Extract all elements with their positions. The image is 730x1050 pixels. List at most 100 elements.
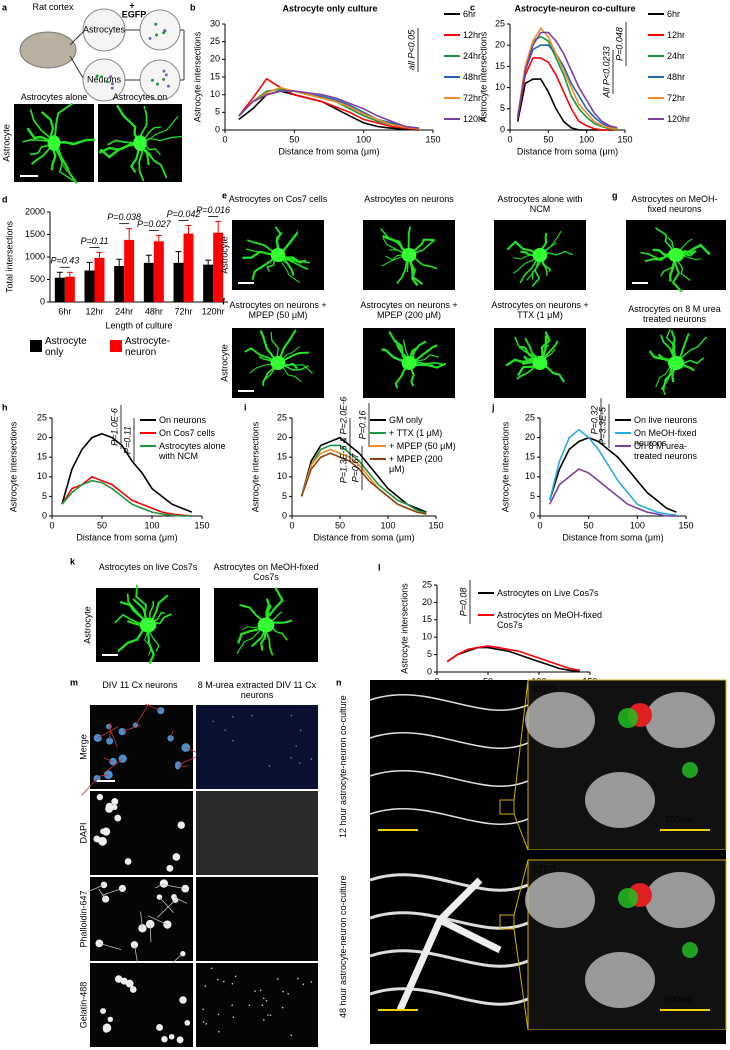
panel-letter: e xyxy=(222,190,227,200)
neurite xyxy=(82,884,105,895)
y-tick-label: 1000 xyxy=(25,251,45,261)
nucleus xyxy=(156,1023,164,1031)
series-line xyxy=(61,432,193,513)
y-tick-label: 2000 xyxy=(25,206,45,216)
micrograph xyxy=(98,104,183,182)
x-axis-title: Distance from soma (μm) xyxy=(517,146,618,156)
micrograph xyxy=(363,328,455,398)
scale-label: 5µm xyxy=(378,814,396,824)
y-tick-label: 0 xyxy=(42,510,47,520)
row-label: Merge xyxy=(78,734,88,760)
panel-letter: h xyxy=(2,402,8,412)
panel-letter: l xyxy=(378,562,381,572)
series-line xyxy=(548,428,677,516)
legend-swatch xyxy=(110,340,122,352)
nucleus xyxy=(202,1008,204,1011)
y-tick-label: 0 xyxy=(282,510,287,520)
soma xyxy=(47,135,61,151)
image-background xyxy=(196,705,318,789)
neurite xyxy=(178,756,196,765)
y-axis-title: Astrocyte intersections xyxy=(399,583,409,674)
neurite xyxy=(156,899,176,918)
x-tick-label: 100 xyxy=(356,134,371,144)
dendrite xyxy=(369,873,529,892)
nucleus xyxy=(269,1014,272,1017)
x-tick-label: 24hr xyxy=(115,306,133,316)
blob xyxy=(645,872,715,928)
x-tick-label: 100 xyxy=(630,520,645,530)
channel-label: Homer-1 xyxy=(642,1031,677,1041)
row-label: Astrocyte xyxy=(1,124,11,162)
nucleus xyxy=(204,985,207,987)
egfp-label: EGFP xyxy=(122,9,147,19)
nucleus xyxy=(295,745,298,747)
soma xyxy=(257,617,275,633)
legend-label: 72hr xyxy=(667,93,686,103)
nucleus xyxy=(166,864,174,872)
annotation: P=0.43 xyxy=(50,256,79,266)
y-tick-label: 10 xyxy=(277,471,287,481)
channel-label: Astrocyte xyxy=(401,1031,439,1041)
y-tick-label: 1500 xyxy=(25,229,45,239)
x-tick-label: 150 xyxy=(194,520,209,530)
x-tick-label: 100 xyxy=(144,520,159,530)
cell-dot xyxy=(162,77,166,81)
blob xyxy=(525,872,595,928)
y-tick-label: 5 xyxy=(427,649,432,659)
bar xyxy=(173,262,184,302)
x-tick-label: 0 xyxy=(507,134,512,144)
micrograph xyxy=(494,220,586,290)
nucleus xyxy=(232,1016,235,1019)
soma xyxy=(401,356,417,370)
neurite xyxy=(97,726,119,739)
legend-label: + TTX (1 μM) xyxy=(389,428,443,438)
dendrite xyxy=(369,694,529,711)
x-axis-title: Distance from soma (μm) xyxy=(562,532,663,542)
micrograph xyxy=(90,705,193,789)
nucleus xyxy=(263,1019,265,1021)
brain-label: Rat cortex xyxy=(32,2,74,12)
dendrite xyxy=(369,732,529,749)
y-tick-label: 15 xyxy=(495,61,505,71)
annotation: P=0.32 xyxy=(589,406,599,435)
neurite xyxy=(149,924,152,943)
nucleus xyxy=(120,977,128,985)
legend-label: 48hr xyxy=(667,72,686,82)
panel-letter: f xyxy=(222,296,226,306)
image-title: Astrocytes on neurons xyxy=(112,92,168,112)
nucleus xyxy=(107,1016,113,1023)
y-tick-label: 500 xyxy=(30,274,45,284)
y-axis-title: Astrocyte intersections xyxy=(8,421,18,512)
channel-label: Homer-1 xyxy=(642,851,677,861)
x-tick-label: 100 xyxy=(380,520,395,530)
nucleus xyxy=(297,977,299,980)
nucleus xyxy=(111,798,119,806)
annotation: P=1.0E-6 xyxy=(109,408,119,446)
legend-label: Astrocyte-neuron xyxy=(125,336,171,358)
micrograph xyxy=(96,585,200,665)
homer-puncta xyxy=(682,762,698,778)
bar xyxy=(114,266,125,302)
y-tick-label: 20 xyxy=(422,597,432,607)
y-tick-label: 15 xyxy=(422,614,432,624)
bar xyxy=(54,277,65,302)
neurite xyxy=(173,896,187,904)
y-axis-title: Astrocyte intersections xyxy=(192,31,202,122)
nucleus xyxy=(212,720,215,723)
cell-dot xyxy=(154,22,158,26)
nucleus xyxy=(248,1004,251,1007)
soma xyxy=(139,617,157,633)
nucleus xyxy=(290,1034,293,1037)
bar xyxy=(213,232,224,302)
y-tick-label: 20 xyxy=(495,40,505,50)
image-title: Astrocytes on live Cos7s xyxy=(98,562,198,572)
legend-label: 6hr xyxy=(667,9,681,19)
channel-label: Bassoon xyxy=(522,1031,557,1041)
cell-dot xyxy=(164,73,168,77)
y-tick-label: 25 xyxy=(422,579,432,589)
panel-letter: i xyxy=(244,402,247,412)
nucleus xyxy=(114,975,123,983)
x-tick-label: 0 xyxy=(289,520,294,530)
bar xyxy=(203,264,214,302)
annotation: All P<0.0233 xyxy=(601,46,611,98)
